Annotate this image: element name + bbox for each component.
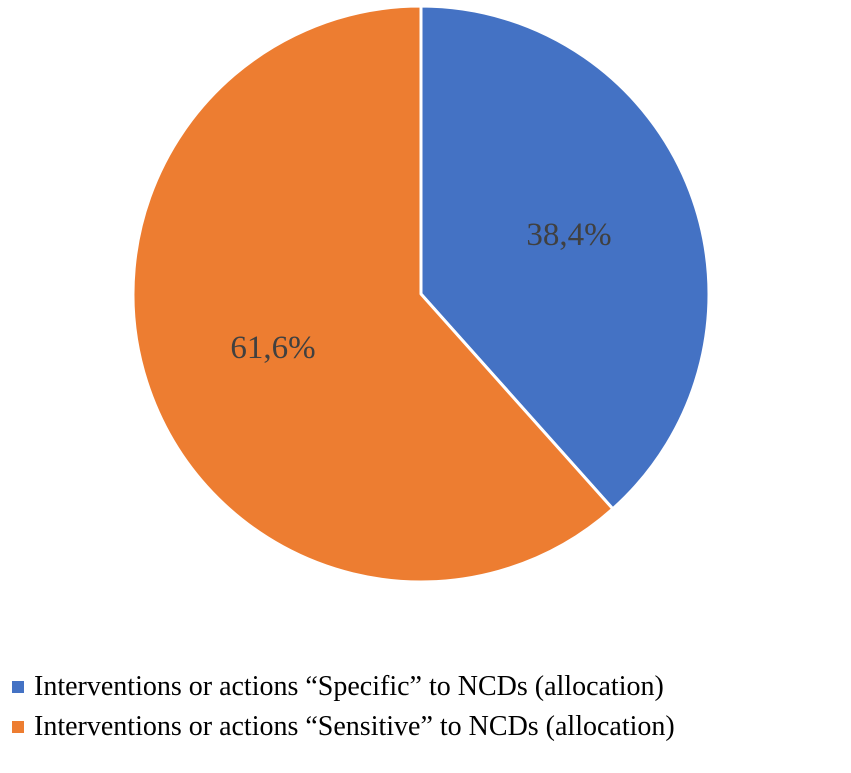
- legend-swatch-sensitive: [12, 721, 24, 733]
- legend-item-sensitive: Interventions or actions “Sensitive” to …: [12, 707, 675, 747]
- legend-label-sensitive: Interventions or actions “Sensitive” to …: [34, 711, 675, 742]
- legend-label-specific: Interventions or actions “Specific” to N…: [34, 671, 664, 702]
- chart-legend: Interventions or actions “Specific” to N…: [12, 667, 675, 747]
- legend-swatch-specific: [12, 681, 24, 693]
- pie-slices: [131, 4, 711, 584]
- pie-slice-0: [419, 4, 711, 511]
- pie-data-label-0: 38,4%: [526, 217, 611, 253]
- pie-data-label-1: 61,6%: [230, 330, 315, 366]
- legend-item-specific: Interventions or actions “Specific” to N…: [12, 667, 675, 707]
- pie-data-labels: 38,4% 61,6%: [230, 217, 611, 366]
- pie-slice-1: [131, 4, 615, 584]
